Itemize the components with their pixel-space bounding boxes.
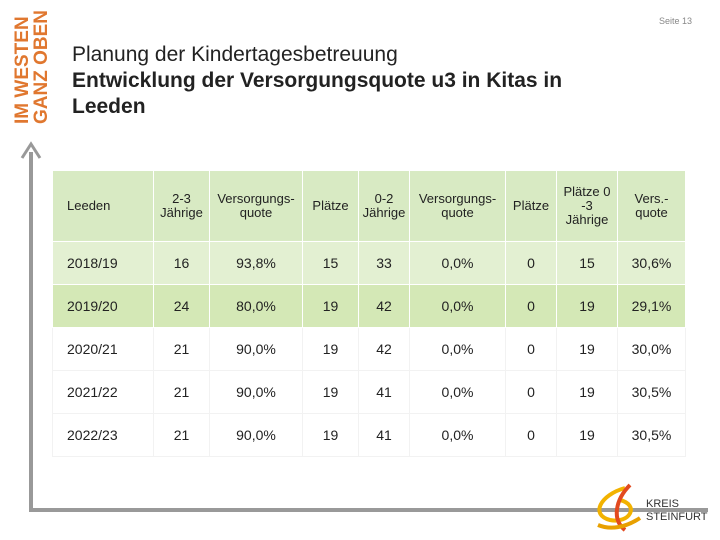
table-cell: 19: [556, 284, 618, 328]
header-text: Versorgungs-: [418, 191, 497, 206]
table-cell: 0,0%: [409, 413, 506, 457]
header-cell: Plätze: [302, 170, 359, 242]
table-row: 2021/22 21 90,0% 19 41 0,0% 0 19 30,5%: [52, 370, 686, 414]
header-cell: 0-2 Jährige: [358, 170, 410, 242]
title-line: Planung der Kindertagesbetreuung: [72, 43, 398, 66]
table-cell: 2022/23: [52, 413, 154, 457]
header-row: Leeden 2-3 Jährige Versorgungs-quote Plätze 0…: [52, 170, 686, 242]
side-text: GANZ OBEN: [31, 10, 52, 124]
table-cell: 33: [358, 241, 410, 285]
header-text: -3: [581, 198, 593, 213]
logo-text: STEINFURT: [646, 511, 708, 523]
table-cell: 21: [153, 327, 210, 371]
title: Planung der Kindertagesbetreuung Entwickl…: [72, 42, 562, 120]
table-cell: 41: [358, 413, 410, 457]
header-text: 0-2: [374, 191, 394, 206]
table-cell: 19: [302, 413, 359, 457]
header-text: quote: [635, 205, 668, 220]
table-cell: 2019/20: [52, 284, 154, 328]
logo-text: KREIS: [646, 498, 679, 510]
table-cell: 19: [302, 327, 359, 371]
table-cell: 93,8%: [209, 241, 303, 285]
table: Leeden 2-3 Jährige Versorgungs-quote Plätze 0…: [52, 170, 686, 457]
table-cell: 19: [556, 413, 618, 457]
table-cell: 2021/22: [52, 370, 154, 414]
table-cell: 42: [358, 327, 410, 371]
header-text: quote: [239, 205, 273, 220]
header-text: 2-3: [172, 191, 191, 206]
header-text: Leeden: [67, 198, 111, 213]
table-cell: 24: [153, 284, 210, 328]
header-text: Jährige: [565, 212, 609, 227]
table-cell: 15: [556, 241, 618, 285]
title-line: Entwicklung der Versorgungsquote u3 in K…: [72, 69, 563, 92]
header-text: Versorgungs-: [217, 191, 295, 206]
table-cell: 0: [505, 284, 557, 328]
table-cell: 30,5%: [617, 413, 686, 457]
table-cell: 90,0%: [209, 327, 303, 371]
table-cell: 19: [302, 370, 359, 414]
table-cell: 30,5%: [617, 370, 686, 414]
frame-line: [29, 152, 708, 512]
header-cell: Versorgungs-quote: [209, 170, 303, 242]
table-cell: 90,0%: [209, 370, 303, 414]
side-text: IM WESTEN: [12, 16, 33, 124]
header-text: Jährige: [362, 205, 406, 220]
header-text: Jährige: [160, 205, 203, 220]
table-cell: 30,6%: [617, 241, 686, 285]
table-row: 2019/20 24 80,0% 19 42 0,0% 0 19 29,1%: [52, 284, 686, 328]
table-cell: 0,0%: [409, 284, 506, 328]
header-cell: 2-3 Jährige: [153, 170, 210, 242]
table-cell: 16: [153, 241, 210, 285]
table-cell: 19: [556, 327, 618, 371]
table-cell: 0,0%: [409, 370, 506, 414]
title-line: Leeden: [72, 95, 146, 118]
table-cell: 80,0%: [209, 284, 303, 328]
table-cell: 0: [505, 413, 557, 457]
table-row: 2018/19 16 93,8% 15 33 0,0% 0 15 30,6%: [52, 241, 686, 285]
header-cell: Versorgungs-quote: [409, 170, 506, 242]
header-text: Vers.-: [634, 191, 669, 206]
table-cell: 42: [358, 284, 410, 328]
header-cell: Vers.- quote: [617, 170, 686, 242]
header-cell: Leeden: [52, 170, 154, 242]
table-cell: 2020/21: [52, 327, 154, 371]
table-cell: 0,0%: [409, 241, 506, 285]
header-text: Plätze 0: [563, 184, 611, 199]
header-cell: Plätze: [505, 170, 557, 242]
table-cell: 0: [505, 327, 557, 371]
header-cell: Plätze 0 -3 Jährige: [556, 170, 618, 242]
table-cell: 19: [302, 284, 359, 328]
header-text: quote: [441, 205, 474, 220]
arrow-head: [20, 141, 42, 159]
page-label: Seite 13: [658, 16, 692, 26]
table-cell: 29,1%: [617, 284, 686, 328]
table-cell: 21: [153, 370, 210, 414]
table-cell: 15: [302, 241, 359, 285]
table-row: 2020/21 21 90,0% 19 42 0,0% 0 19 30,0%: [52, 327, 686, 371]
table-cell: 21: [153, 413, 210, 457]
table-cell: 41: [358, 370, 410, 414]
table-cell: 19: [556, 370, 618, 414]
header-text: Plätze: [512, 198, 550, 213]
table-row: 2022/23 21 90,0% 19 41 0,0% 0 19 30,5%: [52, 413, 686, 457]
table-cell: 90,0%: [209, 413, 303, 457]
table-cell: 0: [505, 241, 557, 285]
table-cell: 0: [505, 370, 557, 414]
logo-mark: [597, 483, 642, 532]
table-cell: 30,0%: [617, 327, 686, 371]
table-cell: 0,0%: [409, 327, 506, 371]
table-cell: 2018/19: [52, 241, 154, 285]
header-text: Plätze: [312, 198, 349, 213]
